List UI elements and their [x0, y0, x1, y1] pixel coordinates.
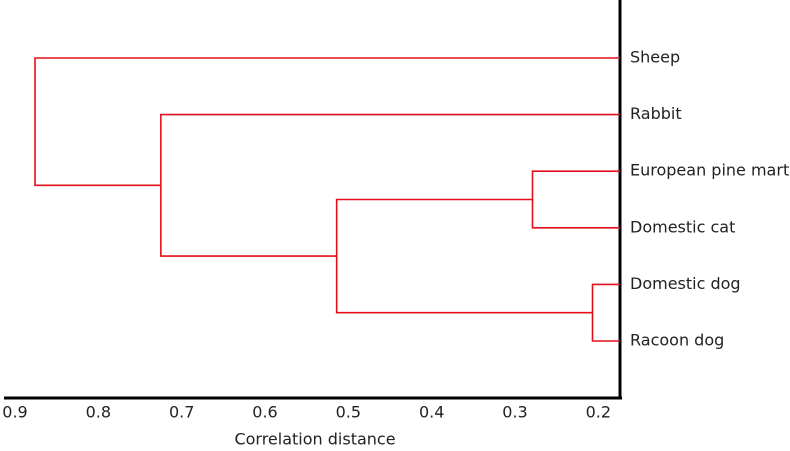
x-tick-label: 0.6: [252, 403, 277, 422]
x-tick-label: 0.3: [502, 403, 527, 422]
x-tick-label: 0.8: [86, 403, 111, 422]
dendrogram-link: [531, 170, 620, 229]
x-tick-label: 0.7: [169, 403, 194, 422]
x-tick-label: 0.4: [419, 403, 444, 422]
leaf-label: European pine martin: [630, 161, 790, 180]
dendrogram-link: [591, 283, 620, 342]
leaf-label: Rabbit: [630, 104, 682, 123]
x-axis-label: Correlation distance: [234, 430, 395, 449]
dendrogram-link: [34, 57, 620, 187]
dendrogram-link: [160, 113, 620, 257]
leaf-label: Racoon dog: [630, 331, 724, 350]
x-tick-label: 0.9: [2, 403, 27, 422]
x-tick-label: 0.2: [586, 403, 611, 422]
leaf-label: Sheep: [630, 48, 680, 67]
dendrogram-link: [335, 198, 593, 314]
leaf-label: Domestic cat: [630, 217, 735, 236]
x-tick-label: 0.5: [336, 403, 361, 422]
leaf-label: Domestic dog: [630, 274, 741, 293]
